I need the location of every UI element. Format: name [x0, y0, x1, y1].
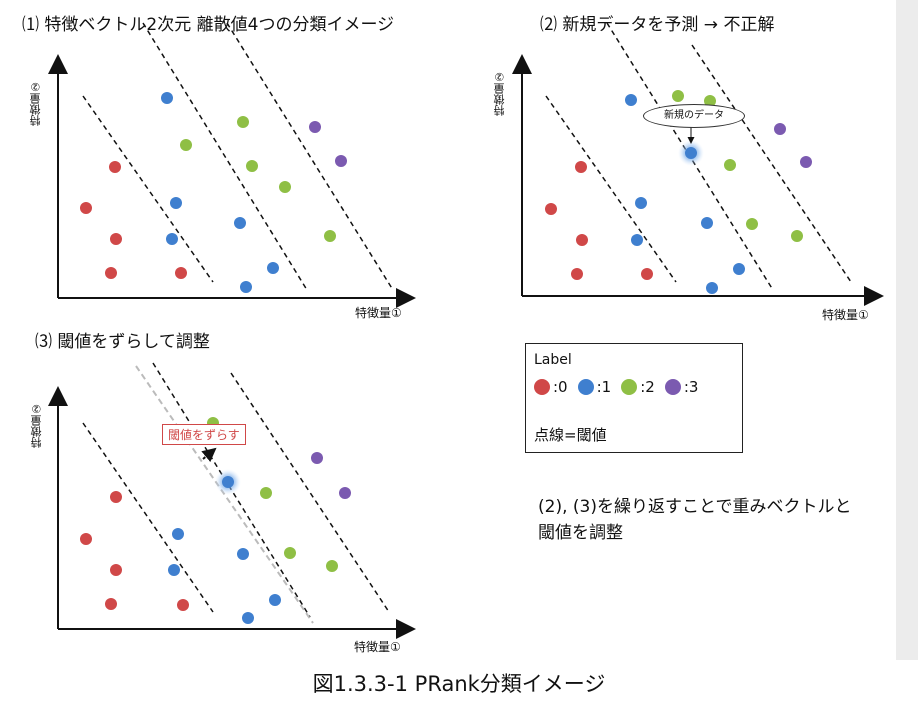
panel3-thresholds — [82, 362, 390, 618]
panel2-axes — [512, 54, 884, 306]
legend-item-2: :2 — [621, 378, 655, 396]
panel3-axes — [48, 386, 416, 639]
panel3-shift-arrow — [201, 447, 217, 463]
panel1-xlabel: 特徴量① — [355, 306, 402, 320]
panel3-points — [80, 417, 351, 624]
panel3-old-threshold — [135, 365, 314, 624]
legend-label-2: :2 — [640, 378, 655, 396]
legend-swatch-0 — [534, 379, 550, 395]
legend: Label :0 :1 :2 :3 点線=閾値 — [525, 343, 743, 453]
legend-item-3: :3 — [664, 378, 699, 396]
legend-swatch-2 — [621, 379, 638, 395]
adjustment-note: (2), (3)を繰り返すことで重みベクトルと閾値を調整 — [538, 497, 852, 543]
panel1-thresholds — [82, 22, 394, 291]
panel1-points — [80, 92, 347, 293]
figure-caption: 図1.3.3-1 PRank分類イメージ — [312, 672, 606, 696]
legend-swatch-3 — [664, 379, 681, 395]
background-strip — [896, 0, 918, 660]
legend-label-0: :0 — [553, 378, 568, 396]
legend-note: 点線=閾値 — [534, 426, 607, 444]
panel1-axes — [48, 54, 416, 308]
new-data-callout: 新規のデータ — [643, 104, 745, 128]
panel1-title: ⑴ 特徴ベクトル2次元 離散値4つの分類イメージ — [22, 15, 395, 35]
legend-swatch-1 — [577, 379, 594, 395]
legend-item-0: :0 — [534, 378, 568, 396]
shift-threshold-label: 閾値をずらす — [162, 424, 246, 445]
legend-items: :0 :1 :2 :3 — [534, 378, 708, 396]
panel3-title: ⑶ 閾値をずらして調整 — [35, 332, 210, 352]
legend-label-1: :1 — [596, 378, 612, 396]
legend-title: Label — [534, 352, 572, 368]
panel2-title: ⑵ 新規データを予測 → 不正解 — [540, 15, 775, 35]
legend-item-1: :1 — [577, 378, 612, 396]
legend-label-3: :3 — [683, 378, 699, 396]
panel3-xlabel: 特徴量① — [354, 640, 401, 654]
panel2-xlabel: 特徴量① — [822, 308, 869, 322]
